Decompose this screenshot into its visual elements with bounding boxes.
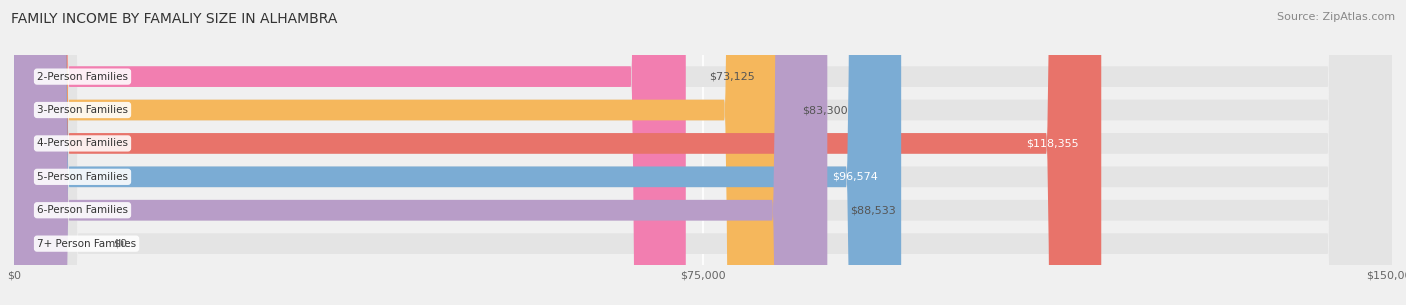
FancyBboxPatch shape [14, 0, 827, 305]
Text: Source: ZipAtlas.com: Source: ZipAtlas.com [1277, 12, 1395, 22]
FancyBboxPatch shape [14, 0, 686, 305]
Text: 5-Person Families: 5-Person Families [37, 172, 128, 182]
Text: $73,125: $73,125 [709, 72, 755, 82]
FancyBboxPatch shape [14, 0, 901, 305]
Text: 2-Person Families: 2-Person Families [37, 72, 128, 82]
Text: 4-Person Families: 4-Person Families [37, 138, 128, 149]
FancyBboxPatch shape [14, 0, 1392, 305]
Text: FAMILY INCOME BY FAMALIY SIZE IN ALHAMBRA: FAMILY INCOME BY FAMALIY SIZE IN ALHAMBR… [11, 12, 337, 26]
FancyBboxPatch shape [14, 0, 1392, 305]
FancyBboxPatch shape [14, 0, 1392, 305]
Text: $0: $0 [112, 239, 127, 249]
Text: $88,533: $88,533 [851, 205, 896, 215]
FancyBboxPatch shape [14, 0, 1392, 305]
Text: 7+ Person Families: 7+ Person Families [37, 239, 136, 249]
Text: 6-Person Families: 6-Person Families [37, 205, 128, 215]
FancyBboxPatch shape [14, 0, 1101, 305]
Text: $96,574: $96,574 [832, 172, 879, 182]
FancyBboxPatch shape [14, 0, 779, 305]
FancyBboxPatch shape [14, 0, 1392, 305]
Text: $118,355: $118,355 [1025, 138, 1078, 149]
Text: $83,300: $83,300 [803, 105, 848, 115]
FancyBboxPatch shape [14, 0, 1392, 305]
Text: 3-Person Families: 3-Person Families [37, 105, 128, 115]
